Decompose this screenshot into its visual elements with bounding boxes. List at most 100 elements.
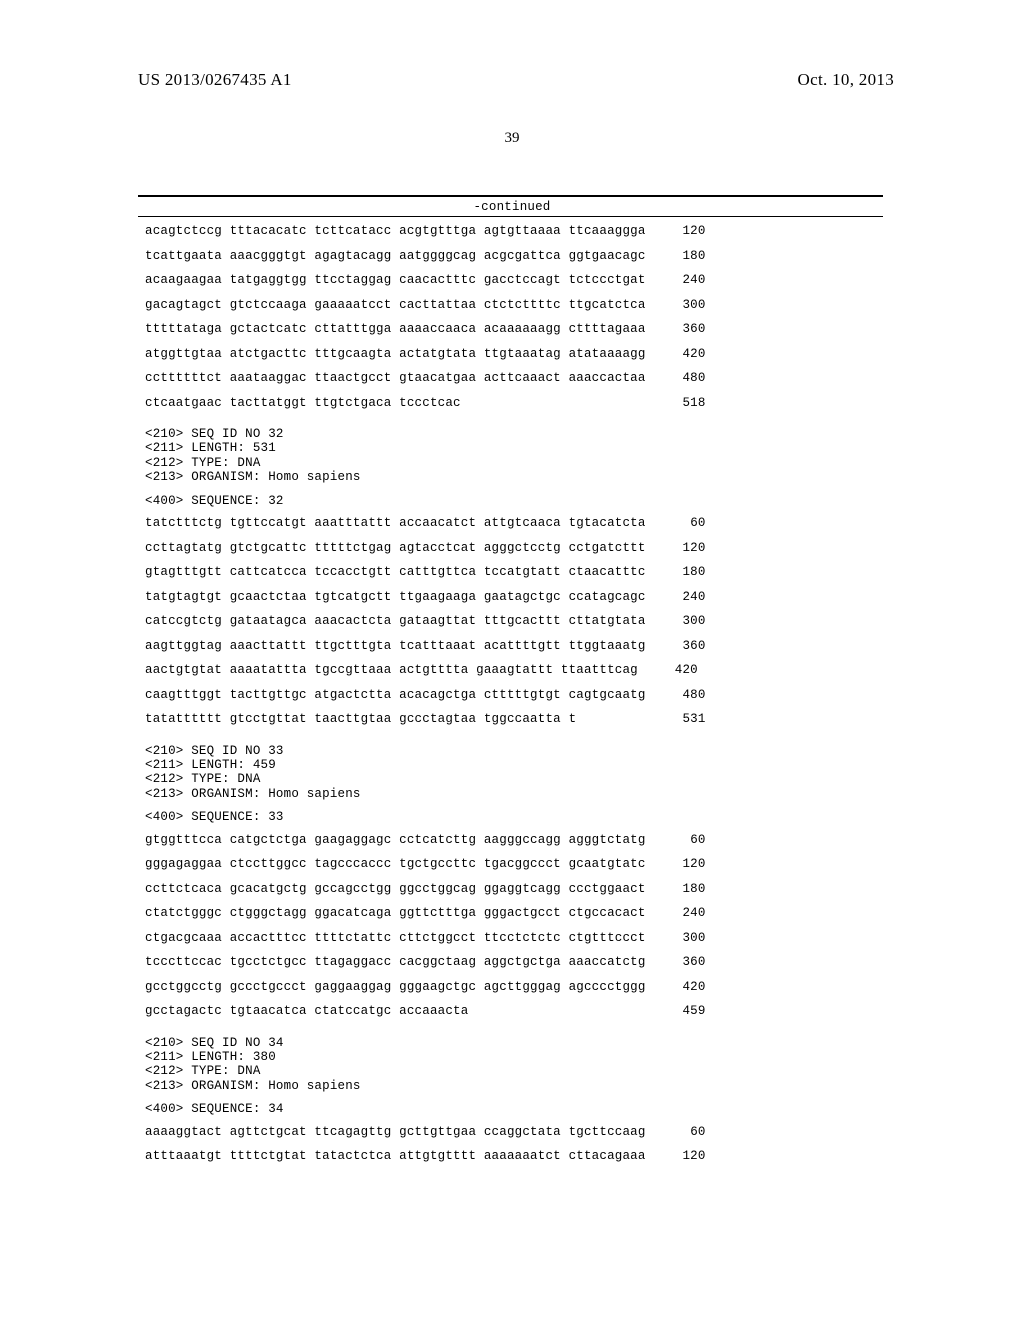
sequence-header-line: <211> LENGTH: 459 (145, 758, 706, 772)
sequence-bases: gtagtttgtt cattcatcca tccacctgtt catttgt… (145, 566, 646, 579)
sequence-bases: tatgtagtgt gcaactctaa tgtcatgctt ttgaaga… (145, 591, 646, 604)
sequence-bases: ctgacgcaaa accactttcc ttttctattc cttctgg… (145, 932, 646, 945)
sequence-bases: gtggtttcca catgctctga gaagaggagc cctcatc… (145, 834, 646, 847)
sequence-bases: ccttctcaca gcacatgctg gccagcctgg ggcctgg… (145, 883, 646, 896)
sequence-bases: ccttttttct aaataaggac ttaactgcct gtaacat… (145, 372, 646, 385)
patent-number: US 2013/0267435 A1 (138, 70, 292, 90)
sequence-position: 60 (676, 517, 706, 530)
sequence-row: gcctggcctg gccctgccct gaggaaggag gggaagc… (145, 981, 706, 994)
page-number: 39 (0, 130, 1024, 147)
sequence-position: 459 (676, 1005, 706, 1018)
sequence-header-block: <210> SEQ ID NO 33<211> LENGTH: 459<212>… (145, 744, 706, 802)
sequence-position: 480 (676, 689, 706, 702)
sequence-row: caagtttggt tacttgttgc atgactctta acacagc… (145, 689, 706, 702)
sequence-position: 518 (676, 397, 706, 410)
sequence-row: gtggtttcca catgctctga gaagaggagc cctcatc… (145, 834, 706, 847)
sequence-bases: catccgtctg gataatagca aaacactcta gataagt… (145, 615, 646, 628)
sequence-position: 300 (676, 932, 706, 945)
sequence-position: 360 (676, 956, 706, 969)
sequence-row: aagttggtag aaacttattt ttgctttgta tcattta… (145, 640, 706, 653)
sequence-row: catccgtctg gataatagca aaacactcta gataagt… (145, 615, 706, 628)
sequence-row: atttaaatgt ttttctgtat tatactctca attgtgt… (145, 1150, 706, 1163)
sequence-bases: tcccttccac tgcctctgcc ttagaggacc cacggct… (145, 956, 646, 969)
sequence-position: 120 (676, 542, 706, 555)
sequence-row: ccttagtatg gtctgcattc tttttctgag agtacct… (145, 542, 706, 555)
sequence-row: tcattgaata aaacgggtgt agagtacagg aatgggg… (145, 250, 706, 263)
horizontal-rule-top (138, 195, 883, 197)
sequence-position: 480 (676, 372, 706, 385)
sequence-bases: gacagtagct gtctccaaga gaaaaatcct cacttat… (145, 299, 646, 312)
sequence-label: <400> SEQUENCE: 32 (145, 495, 706, 508)
sequence-bases: atggttgtaa atctgacttc tttgcaagta actatgt… (145, 348, 646, 361)
sequence-header-line: <213> ORGANISM: Homo sapiens (145, 787, 706, 801)
sequence-position: 300 (676, 615, 706, 628)
sequence-header-line: <211> LENGTH: 380 (145, 1050, 706, 1064)
sequence-label: <400> SEQUENCE: 33 (145, 811, 706, 824)
sequence-header-line: <212> TYPE: DNA (145, 456, 706, 470)
sequence-bases: caagtttggt tacttgttgc atgactctta acacagc… (145, 689, 646, 702)
continued-label: -continued (0, 200, 1024, 214)
sequence-row: ctgacgcaaa accactttcc ttttctattc cttctgg… (145, 932, 706, 945)
sequence-header-line: <210> SEQ ID NO 34 (145, 1036, 706, 1050)
sequence-row: ccttttttct aaataaggac ttaactgcct gtaacat… (145, 372, 706, 385)
sequence-bases: ctcaatgaac tacttatggt ttgtctgaca tccctca… (145, 397, 646, 410)
sequence-position: 360 (676, 640, 706, 653)
sequence-bases: tatctttctg tgttccatgt aaatttattt accaaca… (145, 517, 646, 530)
sequence-position: 60 (676, 834, 706, 847)
sequence-bases: tcattgaata aaacgggtgt agagtacagg aatgggg… (145, 250, 646, 263)
sequence-row: tttttataga gctactcatc cttatttgga aaaacca… (145, 323, 706, 336)
sequence-row: gggagaggaa ctccttggcc tagcccaccc tgctgcc… (145, 858, 706, 871)
sequence-position: 60 (676, 1126, 706, 1139)
publication-date: Oct. 10, 2013 (798, 70, 894, 90)
horizontal-rule-mid (138, 216, 883, 217)
sequence-bases: ctatctgggc ctgggctagg ggacatcaga ggttctt… (145, 907, 646, 920)
sequence-position: 180 (676, 883, 706, 896)
sequence-row: aaaaggtact agttctgcat ttcagagttg gcttgtt… (145, 1126, 706, 1139)
sequence-bases: tttttataga gctactcatc cttatttgga aaaacca… (145, 323, 646, 336)
page-header: US 2013/0267435 A1 Oct. 10, 2013 (0, 70, 1024, 90)
sequence-row: atggttgtaa atctgacttc tttgcaagta actatgt… (145, 348, 706, 361)
sequence-row: gtagtttgtt cattcatcca tccacctgtt catttgt… (145, 566, 706, 579)
sequence-row: ctatctgggc ctgggctagg ggacatcaga ggttctt… (145, 907, 706, 920)
sequence-position: 531 (676, 713, 706, 726)
sequence-bases: gcctagactc tgtaacatca ctatccatgc accaaac… (145, 1005, 646, 1018)
sequence-header-line: <210> SEQ ID NO 32 (145, 427, 706, 441)
sequence-listing: acagtctccg tttacacatc tcttcatacc acgtgtt… (145, 225, 706, 1175)
sequence-position: 300 (676, 299, 706, 312)
sequence-row: acagtctccg tttacacatc tcttcatacc acgtgtt… (145, 225, 706, 238)
sequence-position: 180 (676, 250, 706, 263)
sequence-bases: aaaaggtact agttctgcat ttcagagttg gcttgtt… (145, 1126, 646, 1139)
sequence-position: 120 (676, 225, 706, 238)
sequence-bases: aagttggtag aaacttattt ttgctttgta tcattta… (145, 640, 646, 653)
sequence-bases: acaagaagaa tatgaggtgg ttcctaggag caacact… (145, 274, 646, 287)
sequence-row: gcctagactc tgtaacatca ctatccatgc accaaac… (145, 1005, 706, 1018)
sequence-bases: tatatttttt gtcctgttat taacttgtaa gccctag… (145, 713, 646, 726)
sequence-row: ctcaatgaac tacttatggt ttgtctgaca tccctca… (145, 397, 706, 410)
sequence-position: 120 (676, 1150, 706, 1163)
sequence-bases: ccttagtatg gtctgcattc tttttctgag agtacct… (145, 542, 646, 555)
sequence-bases: aactgtgtat aaaatattta tgccgttaaa actgttt… (145, 664, 638, 677)
sequence-bases: gcctggcctg gccctgccct gaggaaggag gggaagc… (145, 981, 646, 994)
sequence-bases: atttaaatgt ttttctgtat tatactctca attgtgt… (145, 1150, 646, 1163)
sequence-row: acaagaagaa tatgaggtgg ttcctaggag caacact… (145, 274, 706, 287)
sequence-header-line: <213> ORGANISM: Homo sapiens (145, 470, 706, 484)
sequence-position: 240 (676, 907, 706, 920)
sequence-position: 420 (668, 664, 698, 677)
sequence-header-line: <213> ORGANISM: Homo sapiens (145, 1079, 706, 1093)
sequence-position: 420 (676, 348, 706, 361)
sequence-header-line: <211> LENGTH: 531 (145, 441, 706, 455)
sequence-row: aactgtgtat aaaatattta tgccgttaaa actgttt… (145, 664, 706, 677)
sequence-row: tatatttttt gtcctgttat taacttgtaa gccctag… (145, 713, 706, 726)
sequence-header-block: <210> SEQ ID NO 32<211> LENGTH: 531<212>… (145, 427, 706, 485)
sequence-row: ccttctcaca gcacatgctg gccagcctgg ggcctgg… (145, 883, 706, 896)
sequence-position: 120 (676, 858, 706, 871)
sequence-row: gacagtagct gtctccaaga gaaaaatcct cacttat… (145, 299, 706, 312)
sequence-position: 240 (676, 591, 706, 604)
sequence-row: tatgtagtgt gcaactctaa tgtcatgctt ttgaaga… (145, 591, 706, 604)
sequence-header-line: <212> TYPE: DNA (145, 1064, 706, 1078)
sequence-position: 420 (676, 981, 706, 994)
sequence-bases: gggagaggaa ctccttggcc tagcccaccc tgctgcc… (145, 858, 646, 871)
sequence-row: tatctttctg tgttccatgt aaatttattt accaaca… (145, 517, 706, 530)
sequence-bases: acagtctccg tttacacatc tcttcatacc acgtgtt… (145, 225, 646, 238)
sequence-header-line: <210> SEQ ID NO 33 (145, 744, 706, 758)
